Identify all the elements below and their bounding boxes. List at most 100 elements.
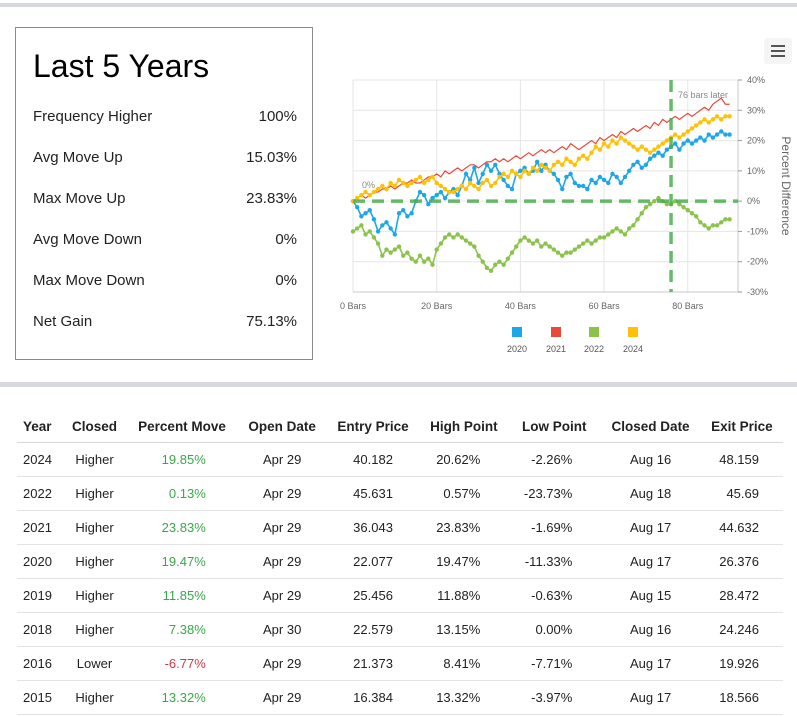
- series-point-2022: [409, 256, 414, 261]
- x-tick-label: 80 Bars: [672, 301, 704, 311]
- table-row[interactable]: 2015 Higher 13.32% Apr 29 16.384 13.32% -3.97%…: [17, 680, 783, 715]
- series-point-2024: [518, 174, 523, 180]
- y-tick-label: 30%: [747, 105, 765, 115]
- summary-title: Last 5 Years: [33, 48, 210, 84]
- table-row[interactable]: 2022 Higher 0.13% Apr 29 45.631 0.57% -23.73% A…: [17, 476, 783, 511]
- table-row[interactable]: 2021 Higher 23.83% Apr 29 36.043 23.83% -1.69%…: [17, 510, 783, 545]
- stat-value: 23.83%: [246, 190, 297, 207]
- table-row[interactable]: 2020 Higher 19.47% Apr 29 22.077 19.47% -11.33…: [17, 544, 783, 579]
- legend-label: 2022: [584, 344, 604, 354]
- series-point-2020: [367, 208, 372, 213]
- series-point-2024: [714, 114, 720, 119]
- series-point-2024: [476, 186, 481, 192]
- header-percent-move[interactable]: Percent Move: [126, 410, 238, 443]
- series-point-2022: [689, 211, 695, 216]
- series-point-2024: [585, 156, 590, 161]
- series-point-2022: [698, 220, 703, 225]
- cell-entry-price: 36.043: [326, 510, 420, 545]
- hamburger-menu-icon-bar: [771, 55, 785, 57]
- cell-closed-date: Aug 16: [600, 612, 701, 647]
- header-closed-date[interactable]: Closed Date: [600, 410, 701, 443]
- cell-exit-price: 19.926: [700, 646, 783, 681]
- series-point-2024: [530, 165, 536, 171]
- legend-swatch-2024: [628, 327, 638, 337]
- series-point-2020: [706, 132, 711, 137]
- series-point-2024: [472, 183, 477, 189]
- table-row[interactable]: 2019 Higher 11.85% Apr 29 25.456 11.88% -0.63%…: [17, 578, 783, 613]
- seasonality-chart: -30% -20% -10% 0% 10% 20% 30% 40% 0 Bars 20 Bars 4…: [325, 70, 795, 370]
- series-point-2022: [643, 205, 649, 210]
- table-row[interactable]: 2024 Higher 19.85% Apr 29 40.182 20.62% -2.26%…: [17, 442, 783, 477]
- series-point-2024: [576, 156, 582, 161]
- chart-menu-button[interactable]: [764, 38, 792, 64]
- series-point-2020: [375, 229, 381, 234]
- series-point-2020: [606, 180, 611, 186]
- series-point-2024: [551, 162, 557, 167]
- header-open-date[interactable]: Open Date: [237, 410, 327, 443]
- series-point-2024: [522, 168, 527, 174]
- series-point-2024: [639, 144, 644, 149]
- series-point-2020: [421, 192, 427, 198]
- section-divider: [0, 382, 797, 387]
- header-high-point[interactable]: High Point: [419, 410, 509, 443]
- series-point-2022: [518, 238, 523, 243]
- series-point-2024: [526, 171, 531, 177]
- series-point-2022: [652, 198, 657, 204]
- series-point-2020: [647, 156, 653, 161]
- cell-high-point: 0.57%: [419, 476, 509, 511]
- stat-label: Max Move Down: [33, 272, 145, 289]
- series-point-2020: [635, 159, 640, 164]
- series-point-2020: [664, 147, 670, 152]
- series-point-2024: [555, 159, 561, 164]
- series-point-2020: [476, 180, 481, 186]
- y-tick-label: 0%: [747, 196, 760, 206]
- series-point-2024: [451, 189, 456, 195]
- cell-closed: Higher: [62, 612, 127, 647]
- series-point-2022: [434, 247, 439, 252]
- stat-label: Avg Move Up: [33, 149, 123, 166]
- hamburger-menu-icon-bar: [771, 50, 785, 52]
- cell-percent-move: -6.77%: [126, 646, 238, 681]
- cell-percent-move: 19.47%: [126, 544, 238, 579]
- series-point-2022: [664, 201, 670, 207]
- y-tick-label: 10%: [747, 166, 765, 176]
- series-point-2024: [375, 186, 381, 192]
- series-point-2020: [689, 141, 695, 146]
- stat-value: 75.13%: [246, 313, 297, 330]
- stat-max-move-up: Max Move Up 23.83%: [33, 190, 297, 212]
- series-point-2020: [693, 138, 699, 143]
- cell-low-point: -2.26%: [508, 442, 601, 477]
- stat-value: 0%: [275, 272, 297, 289]
- series-point-2024: [438, 183, 444, 189]
- series-point-2022: [388, 250, 393, 255]
- series-point-2020: [354, 205, 360, 210]
- series-point-2024: [572, 162, 577, 167]
- cell-closed: Higher: [62, 578, 127, 613]
- cell-entry-price: 21.373: [326, 646, 420, 681]
- header-closed[interactable]: Closed: [62, 410, 127, 443]
- series-point-2020: [505, 183, 511, 189]
- series-point-2020: [643, 162, 649, 167]
- legend-label: 2021: [546, 344, 566, 354]
- series-point-2024: [543, 165, 548, 171]
- stat-net-gain: Net Gain 75.13%: [33, 313, 297, 335]
- header-low-point[interactable]: Low Point: [508, 410, 601, 443]
- series-point-2022: [421, 259, 427, 264]
- table-row[interactable]: 2016 Lower -6.77% Apr 29 21.373 8.41% -7.71% Au…: [17, 646, 783, 681]
- series-point-2020: [467, 177, 473, 183]
- series-point-2020: [727, 132, 732, 137]
- series-point-2022: [455, 232, 460, 237]
- cell-entry-price: 22.077: [326, 544, 420, 579]
- header-year[interactable]: Year: [17, 410, 63, 443]
- series-point-2024: [647, 150, 653, 155]
- cell-year: 2021: [17, 510, 63, 545]
- header-exit-price[interactable]: Exit Price: [700, 410, 783, 443]
- series-point-2020: [396, 211, 402, 216]
- series-point-2020: [622, 174, 628, 180]
- series-point-2020: [714, 132, 720, 137]
- header-entry-price[interactable]: Entry Price: [326, 410, 420, 443]
- series-point-2020: [442, 195, 448, 201]
- series-point-2024: [597, 147, 603, 152]
- cell-open-date: Apr 29: [237, 510, 327, 545]
- table-row[interactable]: 2018 Higher 7.38% Apr 30 22.579 13.15% 0.00% Au…: [17, 612, 783, 647]
